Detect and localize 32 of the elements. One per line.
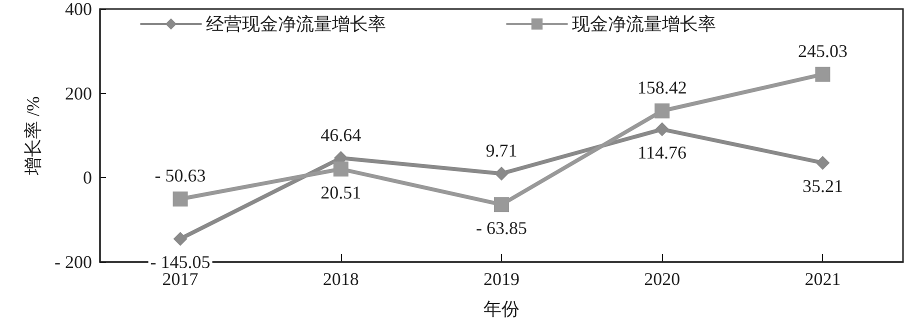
- data-label: 158.42: [637, 77, 687, 98]
- data-label: 46.64: [320, 125, 362, 145]
- x-tick-label: 2019: [484, 269, 520, 289]
- data-label: - 145.05: [150, 252, 210, 272]
- point: [494, 197, 509, 212]
- y-tick-label: 0: [83, 168, 92, 188]
- data-label: - 63.85: [476, 218, 527, 238]
- y-axis-title: 增长率 /%: [23, 96, 43, 176]
- point: [172, 192, 188, 207]
- point: [494, 166, 508, 181]
- x-tick-label: 2020: [644, 269, 680, 289]
- point: [333, 162, 348, 177]
- y-tick-label: - 200: [54, 252, 92, 272]
- point: [654, 103, 670, 118]
- x-tick-label: 2017: [162, 269, 198, 289]
- data-label: - 50.63: [154, 166, 206, 186]
- point: [173, 232, 188, 246]
- legend-label: 现金净流量增长率: [572, 14, 716, 34]
- x-tick-label: 2018: [322, 269, 359, 289]
- data-label: 114.76: [638, 142, 687, 162]
- data-label: 20.51: [320, 182, 362, 203]
- legend-label: 经营现金净流量增长率: [206, 14, 386, 34]
- y-tick-label: 200: [65, 83, 92, 104]
- data-label: 35.21: [802, 176, 843, 196]
- y-tick-label: 400: [65, 0, 92, 19]
- point: [815, 66, 830, 82]
- point: [816, 156, 830, 170]
- data-label: 9.71: [486, 140, 518, 161]
- x-axis-title: 年份: [484, 299, 520, 319]
- x-tick-label: 2021: [804, 269, 841, 289]
- data-label: 245.03: [798, 40, 848, 61]
- point: [655, 122, 670, 136]
